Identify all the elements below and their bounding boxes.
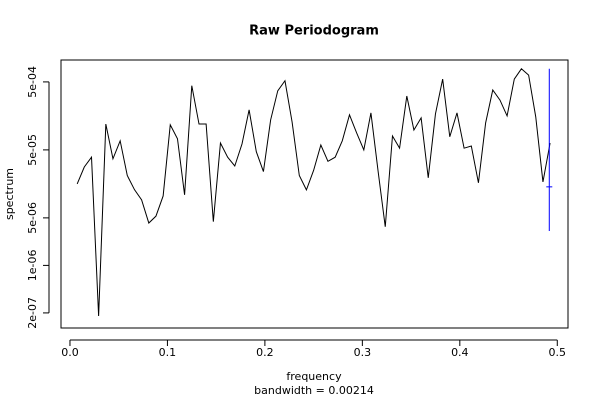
spectrum-line xyxy=(76,68,551,317)
y-tick-label: 5e-06 xyxy=(26,202,39,234)
x-tick-label: 0.3 xyxy=(354,346,372,359)
x-tick-label: 0.4 xyxy=(451,346,469,359)
y-tick-label: 5e-04 xyxy=(26,66,39,98)
plot-frame xyxy=(60,59,569,329)
x-tick-label: 0.0 xyxy=(61,346,79,359)
x-axis-label: frequency xyxy=(286,370,342,383)
x-tick-label: 0.5 xyxy=(549,346,567,359)
y-tick-label: 1e-06 xyxy=(26,250,39,282)
y-tick-label: 2e-07 xyxy=(26,297,39,329)
x-tick-label: 0.1 xyxy=(159,346,177,359)
x-tick-label: 0.2 xyxy=(256,346,274,359)
y-axis-label: spectrum xyxy=(3,168,16,220)
chart-title: Raw Periodogram xyxy=(249,24,379,39)
y-tick-label: 5e-05 xyxy=(26,134,39,166)
subtitle: bandwidth = 0.00214 xyxy=(254,384,374,397)
